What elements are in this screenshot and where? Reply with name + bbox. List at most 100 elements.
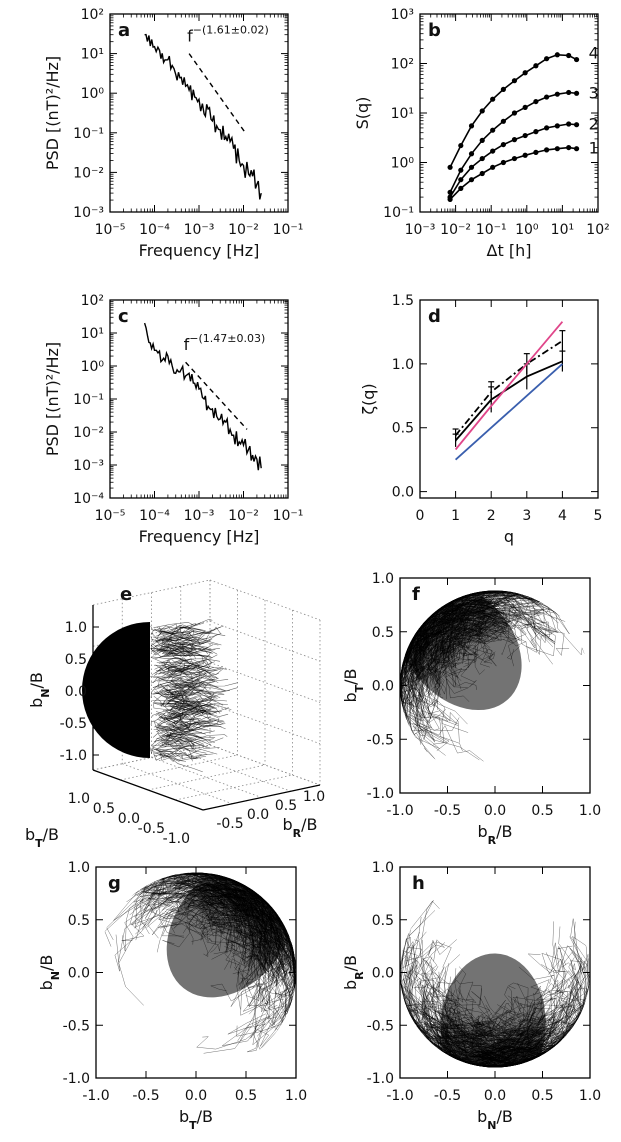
- trajectory: [419, 694, 458, 725]
- data-point: [458, 167, 464, 173]
- x-tick-label: 4: [558, 508, 567, 524]
- zeta-series-0: [454, 360, 563, 442]
- trajectory: [551, 1001, 586, 1038]
- trajectory: [147, 874, 213, 939]
- y-axis-label: bT/B: [341, 668, 366, 702]
- data-point: [522, 152, 528, 158]
- data-point: [511, 78, 518, 84]
- data-point: [490, 96, 496, 102]
- x-tick-label: 0: [416, 508, 425, 524]
- trajectory: [165, 681, 219, 692]
- trajectory: [421, 716, 463, 752]
- data-point: [511, 137, 518, 143]
- x-tick-label: 1: [451, 508, 460, 524]
- psd-series-line: [144, 33, 262, 200]
- trajectory: [400, 689, 425, 733]
- x-tick-label: 10⁻¹: [273, 222, 304, 238]
- trajectory: [155, 711, 184, 718]
- y-tick-label: 10⁻¹: [73, 126, 104, 142]
- trajectory: [168, 632, 213, 646]
- x-tick-label: 1.0: [579, 803, 601, 819]
- data-point: [447, 189, 453, 195]
- trajectory: [168, 692, 215, 715]
- trajectory: [156, 749, 193, 762]
- data-point: [533, 129, 539, 135]
- y-tick-label: 0.5: [372, 913, 394, 929]
- fit-annotation: f−(1.61±0.02): [187, 24, 269, 46]
- x-tick-label: 10⁻⁵: [95, 508, 126, 524]
- trajectory: [154, 658, 193, 670]
- trajectory: [153, 650, 210, 658]
- trajectory: [575, 983, 590, 1024]
- trajectory: [158, 750, 208, 760]
- trajectory: [481, 602, 536, 632]
- r-tick-label: 0.5: [275, 798, 297, 814]
- y-tick-label: -1.0: [367, 786, 394, 802]
- x-tick-label: 0.5: [235, 1088, 257, 1104]
- trajectory: [161, 689, 211, 700]
- panel-letter: d: [428, 306, 441, 327]
- trajectory: [412, 649, 435, 743]
- trajectory: [558, 926, 590, 993]
- plot-frame: [419, 13, 599, 213]
- y-tick-label: 10²: [81, 293, 104, 309]
- trajectory: [169, 717, 210, 724]
- trajectory: [153, 679, 229, 695]
- x-tick-label: 0.0: [484, 1088, 506, 1104]
- trajectory: [162, 647, 213, 663]
- panel-d: 0 1 2 3 4 5 0.0 0.5 1.0 1.5 d q ζ(q): [359, 293, 602, 546]
- trajectory: [160, 658, 221, 666]
- y-tick-label: 10¹: [81, 47, 104, 63]
- x-tick-label: 0.5: [531, 803, 553, 819]
- x-tick-label: 3: [522, 508, 531, 524]
- trajectory: [420, 983, 442, 1038]
- data-point: [533, 98, 539, 105]
- data-point: [566, 144, 572, 151]
- trajectory: [157, 670, 207, 682]
- trajectory-group: [104, 872, 296, 1054]
- t-tick-label: -0.5: [138, 821, 165, 837]
- trajectory: [150, 720, 189, 731]
- trajectory: [567, 960, 585, 1011]
- y-tick-label: 0.5: [68, 913, 90, 929]
- y-tick-label: -1.0: [367, 1071, 394, 1087]
- trajectory: [547, 970, 583, 1032]
- trajectory: [574, 957, 590, 991]
- z-tick-label: 1.0: [65, 620, 87, 636]
- y-tick-label: 10¹: [81, 326, 104, 342]
- data-point: [479, 170, 485, 177]
- data-point: [554, 52, 560, 58]
- trajectory: [104, 877, 201, 947]
- density-shading: [441, 953, 546, 1068]
- panel-b: 10⁻³ 10⁻² 10⁻¹ 10⁰ 10¹ 10² 10⁻¹ 10⁰ 10¹ 10² 10³ 1 2 3…: [353, 7, 610, 260]
- y-tick-label: 1.5: [392, 293, 414, 309]
- data-point: [544, 125, 550, 131]
- y-tick-label: 10²: [391, 57, 414, 73]
- curve-label-2: 2: [589, 115, 599, 134]
- sphere-dark-hemisphere: [82, 622, 150, 758]
- trajectory: [160, 684, 201, 701]
- data-point: [500, 86, 506, 92]
- plot-frame: [419, 299, 599, 499]
- trajectory: [421, 984, 458, 1055]
- data-point: [573, 56, 580, 63]
- trajectory: [502, 590, 537, 603]
- z-tick-label: 0.5: [65, 652, 87, 668]
- panel-a: 10⁻⁵ 10⁻⁴ 10⁻³ 10⁻² 10⁻¹ 10⁻³ 10⁻² 10⁻¹ 10⁰ 10¹ 10…: [43, 7, 303, 260]
- trajectory: [264, 980, 296, 1033]
- trajectory: [513, 613, 556, 657]
- grid-line: [147, 764, 266, 791]
- trajectory: [248, 973, 267, 1008]
- x-tick-label: 0.5: [531, 1088, 553, 1104]
- x-tick-label: 0.0: [484, 803, 506, 819]
- trajectory: [545, 952, 561, 1041]
- x-tick-label: 10²: [586, 222, 609, 238]
- panel-letter: e: [120, 584, 132, 605]
- panel-c: 10⁻⁵ 10⁻⁴ 10⁻³ 10⁻² 10⁻¹10⁻⁴10⁻³10⁻²10⁻¹10⁰1…: [43, 293, 303, 546]
- trajectory: [400, 984, 430, 1040]
- x-tick-label: -0.5: [434, 1088, 461, 1104]
- x-tick-label: 1.0: [285, 1088, 307, 1104]
- plot-frame: [109, 299, 289, 499]
- trajectory: [405, 899, 436, 965]
